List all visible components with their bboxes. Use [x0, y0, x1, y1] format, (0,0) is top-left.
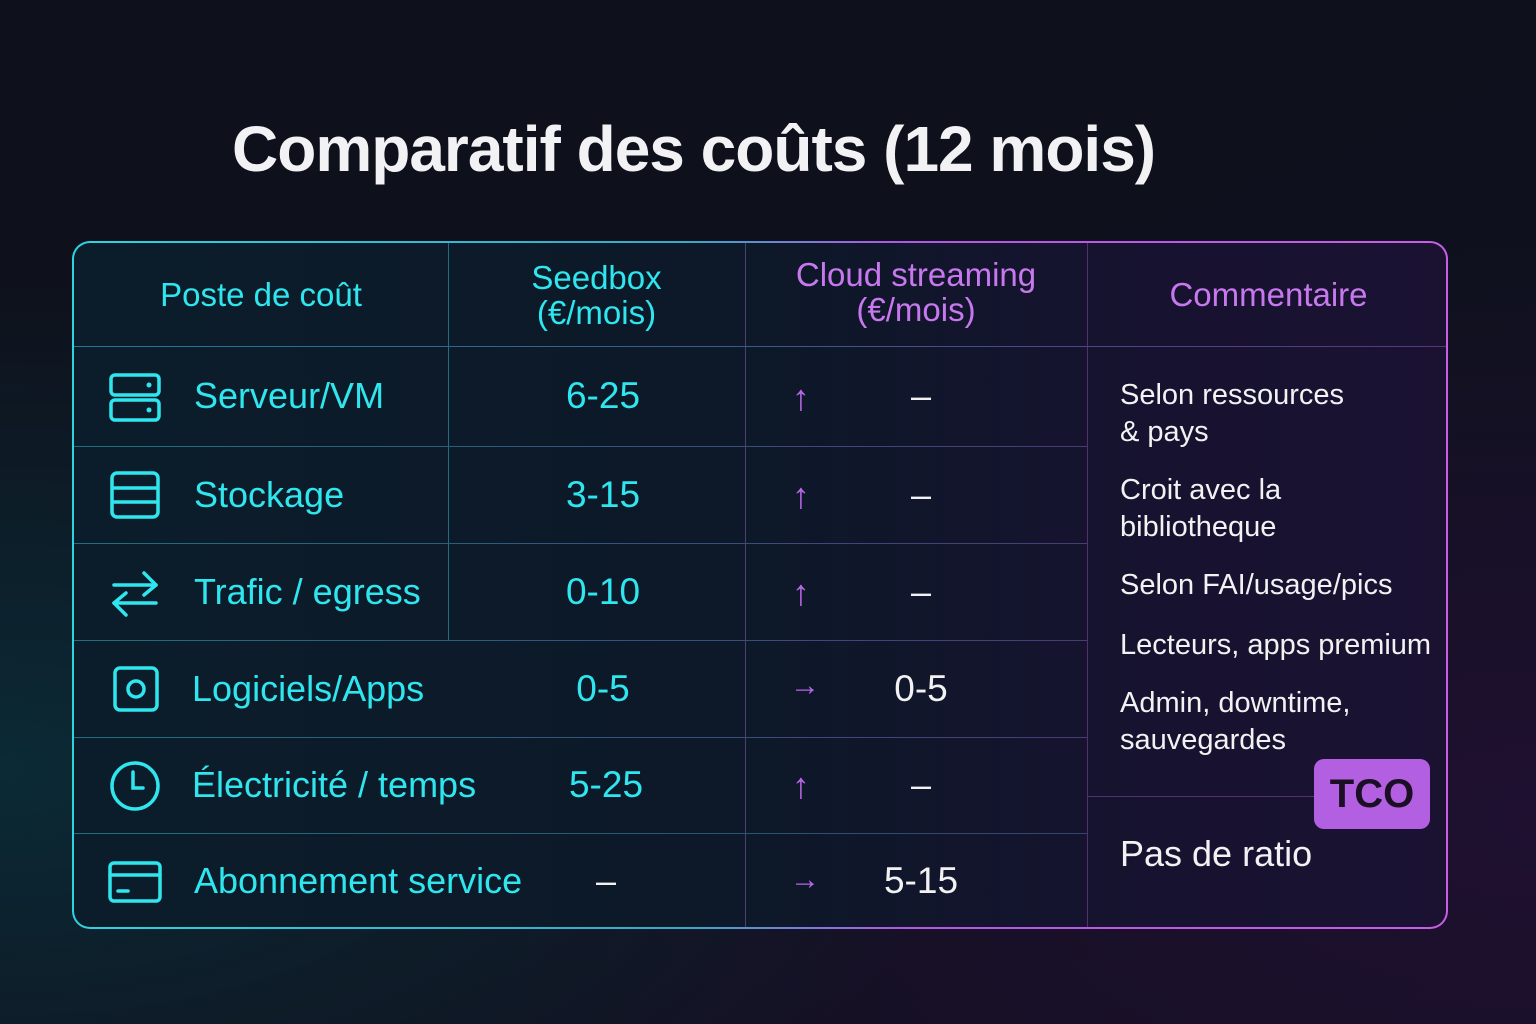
- divider: [74, 833, 1087, 834]
- arrow-right-icon: →: [790, 863, 820, 896]
- seedbox-value-text: 0-5: [576, 667, 630, 709]
- arrow-up-icon: ↑: [792, 765, 810, 806]
- divider: [74, 446, 1087, 447]
- comment-5: Admin, downtime, sauvegardes: [1120, 685, 1351, 759]
- page-title: Comparatif des coûts (12 mois): [232, 113, 1156, 185]
- seedbox-value: –: [448, 833, 764, 927]
- cloud-value-text: 0-5: [894, 667, 948, 709]
- comment-2: Croit avec la bibliotheque: [1120, 472, 1281, 546]
- comment-text: & pays: [1120, 416, 1209, 448]
- arrow-right-icon: →: [790, 669, 820, 702]
- divider: [1087, 243, 1088, 927]
- seedbox-value: 3-15: [448, 446, 758, 543]
- comment-text: Admin, downtime,: [1120, 687, 1351, 719]
- header-cloud-label: Cloud streaming: [795, 255, 1037, 293]
- header-seedbox-label: Seedbox: [531, 258, 662, 296]
- seedbox-value: 0-10: [448, 543, 758, 640]
- header-cloud: Cloud streaming (€/mois): [745, 243, 1087, 346]
- comment-text: Selon ressources: [1120, 379, 1345, 411]
- divider: [74, 543, 1087, 544]
- comment-text: Lecteurs, apps premium: [1120, 629, 1432, 661]
- comment-1: Selon ressources & pays: [1120, 377, 1344, 451]
- cloud-value: –: [745, 346, 1097, 446]
- row-label-text: Logiciels/Apps: [192, 667, 425, 709]
- clock-icon: [110, 761, 160, 811]
- divider: [74, 640, 1087, 641]
- seedbox-value-text: 3-15: [565, 473, 641, 515]
- arrow-up-icon: ↑: [792, 377, 810, 418]
- seedbox-value: 5-25: [448, 737, 764, 833]
- header-seedbox-unit: (€/mois): [536, 293, 657, 331]
- divider: [1087, 796, 1317, 797]
- comment-text: Selon FAI/usage/pics: [1120, 569, 1393, 601]
- divider: [74, 737, 1087, 738]
- cloud-value: 5-15: [745, 833, 1097, 927]
- comment-text: Pas de ratio: [1120, 833, 1313, 874]
- transfer-arrows-icon: [112, 571, 158, 617]
- cloud-value-text: –: [910, 764, 932, 805]
- cloud-value-text: 5-15: [883, 860, 959, 901]
- comment-4: Lecteurs, apps premium: [1120, 627, 1431, 664]
- header-poste: Poste de coût: [74, 243, 448, 346]
- divider: [745, 243, 746, 927]
- server-icon: [109, 373, 161, 422]
- cloud-value: 0-5: [745, 640, 1097, 737]
- seedbox-value-text: 5-25: [568, 764, 644, 805]
- header-commentaire: Commentaire: [1087, 243, 1446, 346]
- row-label: Logiciels/Apps: [192, 640, 424, 737]
- row-label: Abonnement service: [194, 833, 523, 927]
- cloud-value: –: [745, 543, 1097, 640]
- row-label-text: Trafic / egress: [194, 570, 421, 612]
- comment-text: bibliotheque: [1120, 511, 1277, 543]
- row-label-text: Électricité / temps: [192, 764, 477, 805]
- header-cloud-unit: (€/mois): [856, 290, 976, 328]
- header-poste-label: Poste de coût: [160, 276, 362, 313]
- row-label: Serveur/VM: [194, 346, 384, 446]
- cloud-value: –: [745, 446, 1097, 543]
- comment-text: sauvegardes: [1120, 724, 1287, 756]
- app-icon: [113, 666, 159, 712]
- seedbox-value-text: 0-10: [565, 570, 641, 612]
- header-commentaire-label: Commentaire: [1169, 276, 1368, 313]
- credit-card-icon: [108, 861, 162, 903]
- comment-6: Pas de ratio: [1120, 835, 1312, 872]
- seedbox-value: 0-5: [448, 640, 758, 737]
- header-seedbox: Seedbox (€/mois): [448, 243, 745, 346]
- row-label-text: Stockage: [194, 473, 345, 515]
- divider: [74, 346, 1446, 347]
- seedbox-value-text: 6-25: [565, 375, 641, 416]
- row-label: Trafic / egress: [194, 543, 421, 640]
- comment-3: Selon FAI/usage/pics: [1120, 567, 1392, 604]
- storage-icon: [110, 471, 160, 519]
- arrow-up-icon: ↑: [792, 475, 810, 516]
- cloud-value-text: –: [910, 570, 932, 612]
- tco-badge: TCO: [1314, 759, 1430, 829]
- cost-comparison-table: Poste de coût Seedbox (€/mois) Cloud str…: [72, 241, 1448, 929]
- row-label-text: Abonnement service: [194, 860, 523, 901]
- comment-text: Croit avec la: [1120, 474, 1282, 506]
- cloud-value: –: [745, 737, 1097, 833]
- divider: [448, 243, 449, 641]
- row-label: Stockage: [194, 446, 344, 543]
- arrow-up-icon: ↑: [792, 572, 810, 613]
- cloud-value-text: –: [910, 375, 932, 416]
- row-label-text: Serveur/VM: [194, 375, 385, 416]
- cloud-value-text: –: [910, 473, 932, 515]
- seedbox-value-text: –: [595, 860, 617, 901]
- seedbox-value: 6-25: [448, 346, 758, 446]
- row-label: Électricité / temps: [192, 737, 476, 833]
